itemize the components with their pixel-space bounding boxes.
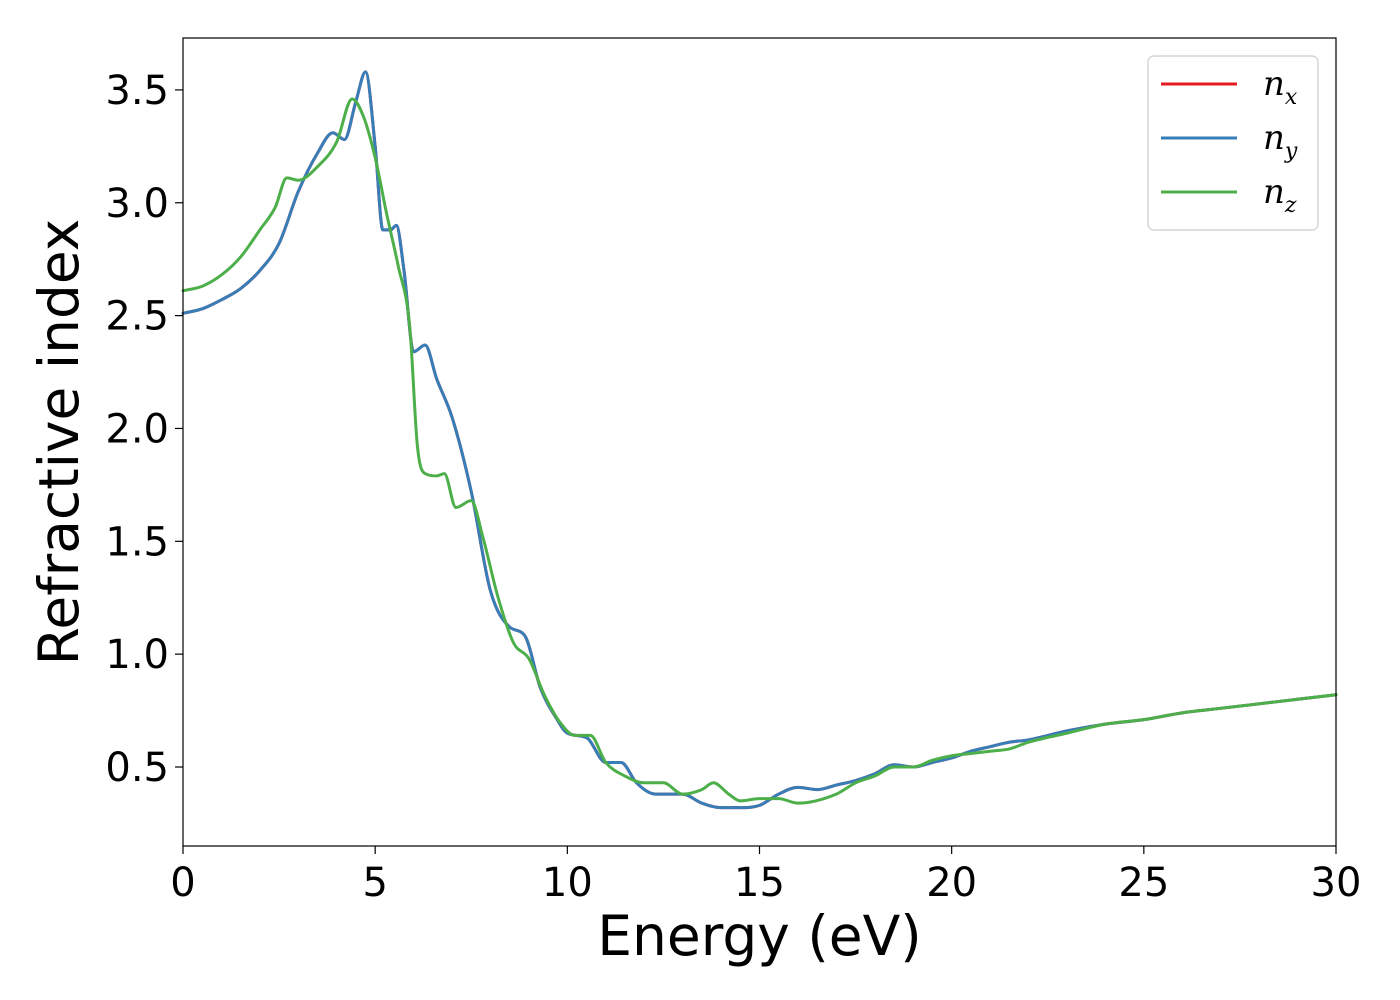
legend-label-n-z: nz bbox=[1263, 172, 1297, 218]
y-tick-label: 2.0 bbox=[105, 406, 169, 452]
x-ticks: 0 5 10 15 20 25 30 bbox=[170, 846, 1361, 906]
x-tick-label: 20 bbox=[926, 860, 977, 906]
x-tick-label: 25 bbox=[1118, 860, 1169, 906]
legend-items: nx ny nz bbox=[1161, 64, 1298, 218]
x-tick-label: 15 bbox=[734, 860, 785, 906]
y-tick-label: 3.0 bbox=[105, 181, 169, 227]
x-axis-label: Energy (eV) bbox=[597, 904, 921, 968]
x-tick-label: 0 bbox=[170, 860, 195, 906]
x-tick-label: 5 bbox=[362, 860, 387, 906]
x-tick-label: 30 bbox=[1311, 860, 1362, 906]
series-layer bbox=[181, 70, 1338, 810]
y-tick-label: 1.5 bbox=[105, 519, 169, 565]
y-tick-label: 1.0 bbox=[105, 632, 169, 678]
y-axis-label: Refractive index bbox=[27, 219, 91, 666]
y-tick-label: 2.5 bbox=[105, 294, 169, 340]
y-ticks: 0.5 1.0 1.5 2.0 2.5 3.0 3.5 bbox=[105, 68, 183, 791]
legend-label-n-x: nx bbox=[1263, 64, 1298, 110]
y-tick-label: 0.5 bbox=[105, 745, 169, 791]
legend-label-n-y: ny bbox=[1263, 118, 1298, 164]
y-tick-label: 3.5 bbox=[105, 68, 169, 114]
series-line-n-z bbox=[181, 97, 1338, 805]
legend-box bbox=[1147, 55, 1319, 231]
legend: nx ny nz bbox=[1147, 55, 1319, 231]
x-tick-label: 10 bbox=[542, 860, 593, 906]
